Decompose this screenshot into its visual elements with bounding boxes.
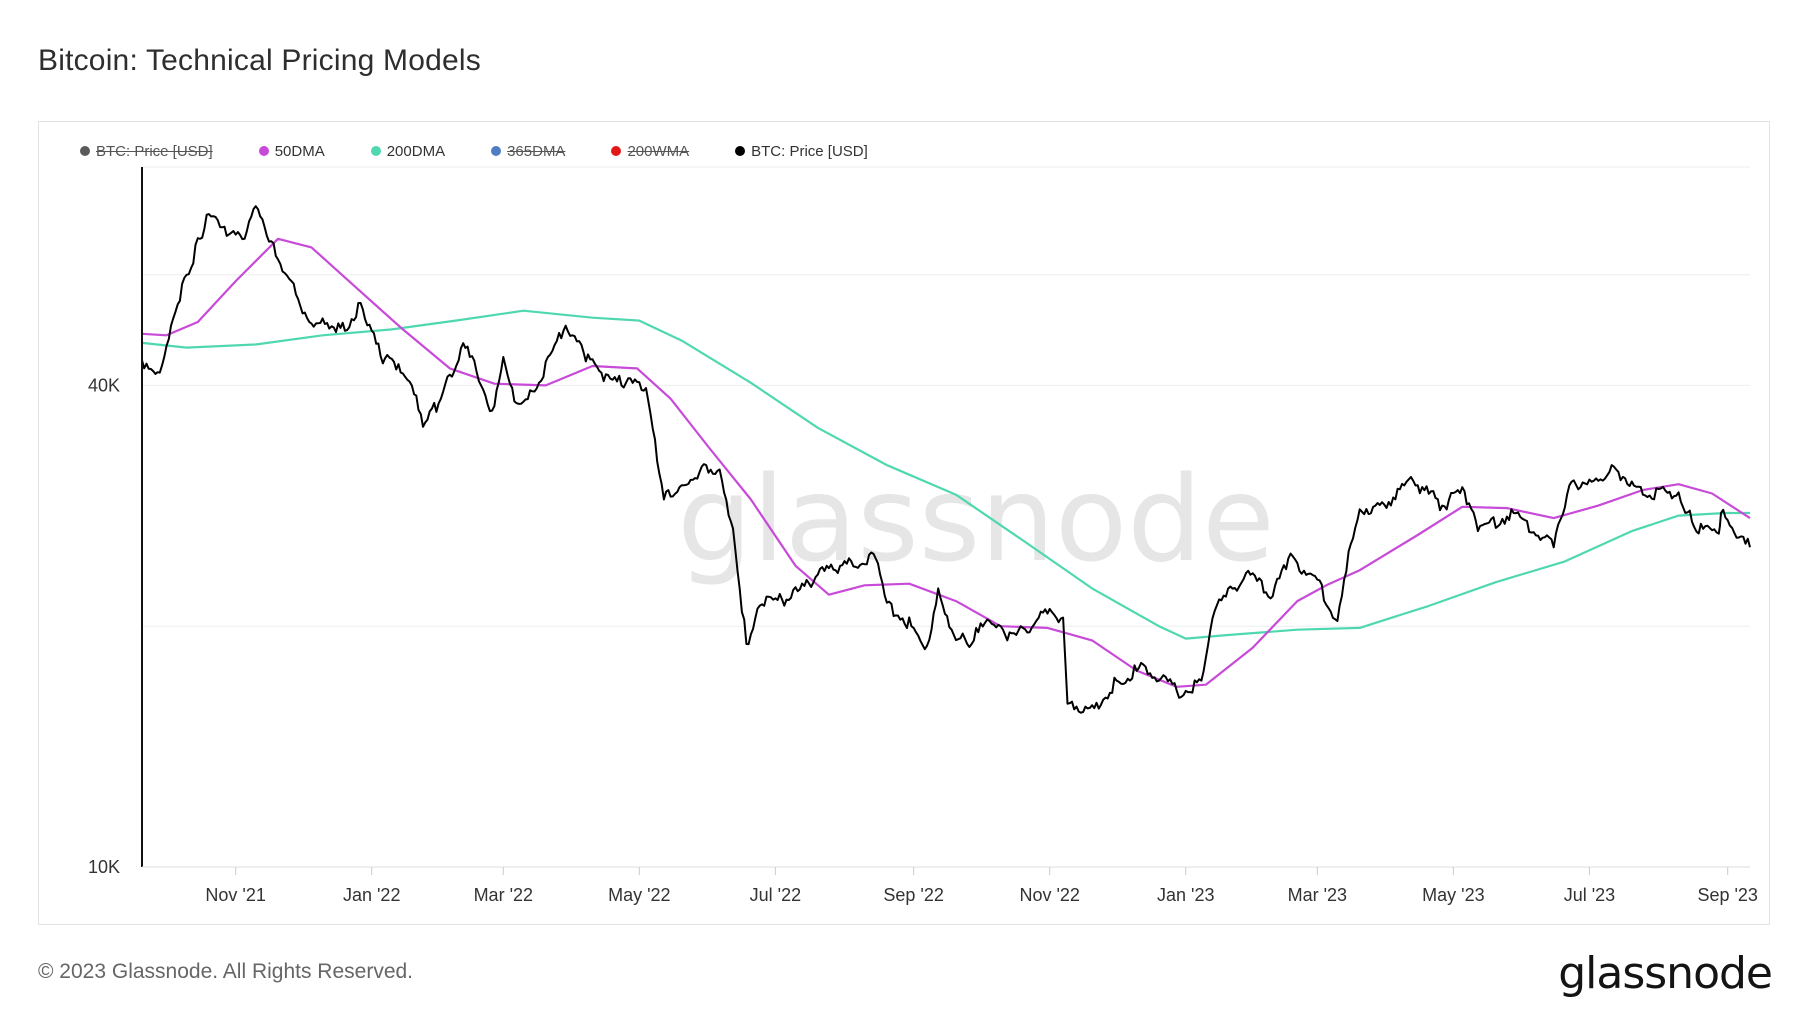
legend-item-200dma[interactable]: 200DMA bbox=[370, 142, 446, 160]
copyright-text: © 2023 Glassnode. All Rights Reserved. bbox=[38, 960, 414, 983]
chart-title: Bitcoin: Technical Pricing Models bbox=[38, 44, 481, 77]
legend-swatch bbox=[491, 146, 502, 156]
legend-label: BTC: Price [USD] bbox=[751, 142, 868, 160]
chart-panel bbox=[38, 121, 1770, 925]
x-tick-label: Mar '22 bbox=[474, 885, 533, 905]
legend-swatch bbox=[735, 146, 746, 156]
legend-label: 365DMA bbox=[507, 142, 566, 160]
x-tick-label: Mar '23 bbox=[1288, 885, 1347, 905]
x-tick-label: May '23 bbox=[1422, 885, 1484, 905]
y-tick-label: 10K bbox=[88, 857, 120, 877]
grid-lines bbox=[142, 166, 1750, 627]
legend-item-365dma[interactable]: 365DMA bbox=[491, 143, 565, 160]
axes: 40K 10K Nov '21 Jan '22 Mar '22 May '22 Jul '2… bbox=[88, 167, 1758, 905]
watermark-text: glassnode bbox=[677, 450, 1274, 588]
x-tick-label: Sep '22 bbox=[883, 885, 944, 905]
x-tick-label: Jan '22 bbox=[343, 885, 400, 905]
legend-swatch bbox=[80, 146, 90, 156]
x-tick-label: Sep '23 bbox=[1697, 885, 1758, 905]
series-line-btc-price-usd[interactable] bbox=[141, 205, 1751, 714]
legend-swatch bbox=[611, 146, 622, 156]
legend-item-btc-price-usd[interactable]: BTC: Price [USD] bbox=[735, 143, 868, 160]
x-tick-label: Nov '22 bbox=[1019, 885, 1079, 905]
x-tick-label: Jan '23 bbox=[1157, 885, 1214, 905]
x-tick-label: Nov '21 bbox=[205, 885, 265, 905]
legend-swatch bbox=[370, 146, 381, 156]
legend-item-btc-price-usd[interactable]: BTC: Price [USD] bbox=[80, 143, 213, 160]
x-tick-label: Jul '23 bbox=[1564, 885, 1615, 905]
legend-label: 50DMA bbox=[274, 142, 325, 160]
x-tick-label: Jul '22 bbox=[750, 885, 801, 905]
brand-logo[interactable]: glassnode bbox=[1558, 948, 1773, 999]
series-line-50dma[interactable] bbox=[141, 237, 1751, 688]
x-tick-label: May '22 bbox=[608, 885, 670, 905]
legend-label: 200DMA bbox=[386, 142, 446, 160]
series-line-200dma[interactable] bbox=[141, 309, 1750, 640]
legend-item-50dma[interactable]: 50DMA bbox=[258, 142, 325, 160]
legend-label: 200WMA bbox=[627, 142, 690, 160]
legend-item-200wma[interactable]: 200WMA bbox=[611, 143, 689, 160]
series-lines bbox=[141, 205, 1751, 714]
legend-label: BTC: Price [USD] bbox=[96, 142, 213, 160]
legend-swatch bbox=[258, 146, 269, 156]
chart-legend: BTC: Price [USD] 50DMA 200DMA 365DMA 200WMA B… bbox=[80, 140, 914, 162]
y-tick-label: 40K bbox=[88, 375, 120, 395]
